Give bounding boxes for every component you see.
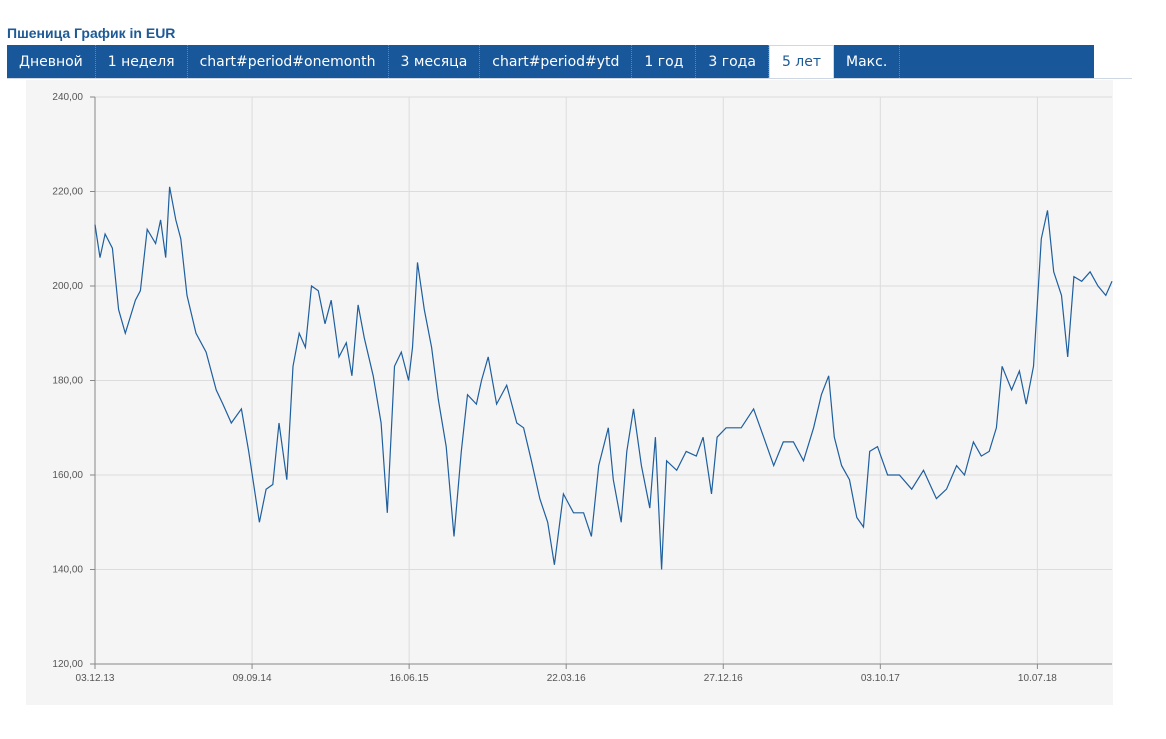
period-tab[interactable]: chart#period#ytd — [480, 45, 633, 78]
y-tick-label: 220,00 — [52, 187, 83, 198]
x-tick-label: 27.12.16 — [704, 673, 743, 684]
period-tab[interactable]: 1 неделя — [96, 45, 188, 78]
price-line — [94, 186, 1113, 570]
period-tab[interactable]: 3 года — [696, 45, 769, 78]
period-tab[interactable]: Дневной — [7, 45, 96, 78]
x-tick-label: 16.06.15 — [390, 673, 429, 684]
page-title: Пшеница График in EUR — [7, 25, 176, 41]
y-tick-label: 140,00 — [52, 565, 83, 576]
x-tick-label: 10.07.18 — [1018, 673, 1057, 684]
period-tab[interactable]: 5 лет — [768, 45, 835, 78]
period-tabs: Дневной 1 неделя chart#period#onemonth 3 ме… — [7, 45, 1094, 78]
y-tick-label: 160,00 — [52, 470, 83, 481]
period-tab[interactable]: chart#period#onemonth — [188, 45, 389, 78]
tab-underline — [7, 78, 1132, 79]
period-tab[interactable]: 3 месяца — [389, 45, 481, 78]
x-tick-label: 09.09.14 — [233, 673, 272, 684]
period-tab[interactable]: 1 год — [632, 45, 697, 78]
y-tick-label: 240,00 — [52, 92, 83, 103]
chart-background — [26, 80, 1113, 705]
y-tick-label: 200,00 — [52, 281, 83, 292]
y-tick-label: 180,00 — [52, 376, 83, 387]
x-tick-label: 22.03.16 — [547, 673, 586, 684]
x-tick-label: 03.12.13 — [76, 673, 115, 684]
x-tick-label: 03.10.17 — [861, 673, 900, 684]
period-tab[interactable]: Макс. — [834, 45, 901, 78]
y-tick-label: 120,00 — [52, 659, 83, 670]
